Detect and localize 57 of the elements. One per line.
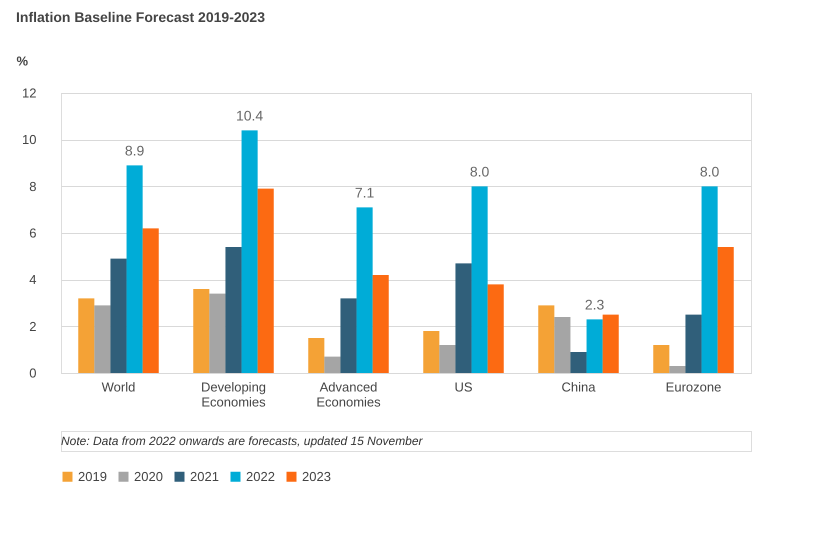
bar [439,345,456,373]
bar [209,294,226,373]
y-tick-label: 12 [22,86,36,100]
bar [602,314,619,373]
x-tick-label: China [562,380,596,394]
y-tick-label: 2 [29,318,36,334]
bar [308,338,324,373]
bar [356,207,373,373]
legend-label: 2020 [134,468,163,484]
bar [586,319,603,373]
legend-label: 2021 [190,468,219,484]
data-label: 10.4 [236,107,264,124]
bar [126,165,143,373]
bar [718,247,734,373]
legend-label: 2023 [302,468,331,484]
bar [324,356,340,373]
y-tick-label: 10 [22,132,36,148]
bar [242,130,258,373]
bar [193,289,210,373]
legend-label: 2022 [246,468,275,484]
data-label: 8.0 [700,163,720,180]
bar [472,186,488,373]
bar [94,305,110,373]
y-tick-label: 0 [29,366,36,380]
bar [669,366,686,373]
bar [455,263,472,373]
bar [685,314,702,373]
x-tick-label: Developing Economies [200,380,266,410]
bar [372,275,389,373]
data-label: 2.3 [584,296,605,312]
x-tick-label: Advanced Economies [316,380,382,410]
bar [423,331,440,373]
bar [488,284,504,373]
bar [702,186,718,373]
bar [340,298,357,373]
y-axis-title: % [16,54,28,68]
bar [142,228,159,373]
y-tick-label: 8 [29,178,36,194]
chart-title: Inflation Baseline Forecast 2019-2023 [16,9,266,25]
text: Note: Data from 2022 onwards are forecasts, updated 15 November [61,434,424,448]
bar [225,247,242,373]
x-tick-label: US [454,380,473,394]
bar [570,352,587,373]
bar [538,305,554,373]
x-tick-label: World [102,380,136,394]
data-label: 8.0 [470,163,490,180]
bar [110,258,127,373]
bar [554,317,570,373]
bar [78,298,94,373]
bar [653,345,670,373]
data-label: 8.9 [124,142,145,158]
x-tick-label: Eurozone [666,380,722,394]
bar [258,188,274,373]
data-label: 7.1 [354,184,375,200]
y-tick-label: 4 [29,272,36,288]
legend-label: 2019 [78,468,107,484]
y-tick-label: 6 [29,226,36,240]
